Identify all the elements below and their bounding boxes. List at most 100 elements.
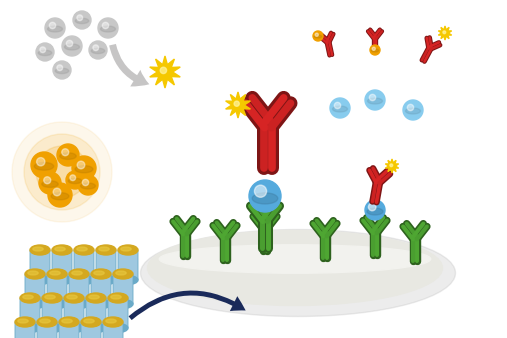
Circle shape [77,15,83,21]
Circle shape [249,180,281,212]
Ellipse shape [108,293,128,303]
FancyBboxPatch shape [25,274,45,304]
Ellipse shape [28,271,38,275]
Ellipse shape [69,299,89,309]
Ellipse shape [111,295,121,299]
Ellipse shape [42,293,62,303]
Ellipse shape [47,269,67,279]
Circle shape [78,175,98,195]
Ellipse shape [74,275,94,285]
FancyBboxPatch shape [42,298,62,328]
Ellipse shape [64,293,84,303]
Ellipse shape [96,275,116,285]
Circle shape [72,156,96,180]
FancyBboxPatch shape [47,274,67,304]
Ellipse shape [94,271,104,275]
Ellipse shape [33,247,43,251]
Circle shape [70,175,76,180]
Ellipse shape [108,323,128,333]
Circle shape [57,65,63,71]
Ellipse shape [371,49,379,52]
Circle shape [40,47,46,53]
Ellipse shape [38,50,52,55]
Ellipse shape [252,193,278,204]
Ellipse shape [91,269,111,279]
Ellipse shape [75,166,93,173]
Ellipse shape [67,295,77,299]
Circle shape [233,99,243,111]
Ellipse shape [333,106,347,112]
Ellipse shape [91,48,105,54]
Ellipse shape [74,245,94,255]
Ellipse shape [62,319,72,323]
Ellipse shape [55,247,65,251]
Ellipse shape [34,162,54,170]
Ellipse shape [118,275,138,285]
FancyBboxPatch shape [81,322,101,338]
Circle shape [369,94,376,101]
Ellipse shape [84,319,94,323]
Ellipse shape [113,269,133,279]
Ellipse shape [86,323,106,333]
Ellipse shape [51,193,69,200]
Circle shape [24,134,100,210]
FancyBboxPatch shape [108,298,128,328]
Ellipse shape [103,317,123,327]
FancyBboxPatch shape [118,250,138,280]
Circle shape [36,43,54,61]
FancyBboxPatch shape [86,298,106,328]
FancyBboxPatch shape [113,274,133,304]
Circle shape [313,31,323,41]
FancyArrowPatch shape [129,291,246,320]
Circle shape [102,22,108,29]
FancyBboxPatch shape [74,250,94,280]
Circle shape [12,122,112,222]
Circle shape [73,11,91,29]
Circle shape [49,22,56,29]
Circle shape [93,45,99,51]
Ellipse shape [69,269,89,279]
Circle shape [57,144,79,166]
Ellipse shape [140,230,455,316]
Polygon shape [150,56,180,88]
Circle shape [62,36,82,56]
FancyBboxPatch shape [15,322,35,338]
FancyArrowPatch shape [109,44,150,87]
Circle shape [389,163,395,169]
Ellipse shape [314,35,322,38]
Ellipse shape [25,299,45,309]
Ellipse shape [60,153,76,160]
FancyBboxPatch shape [37,322,57,338]
Circle shape [66,40,73,47]
Circle shape [403,100,423,120]
Ellipse shape [45,295,55,299]
Circle shape [45,18,65,38]
Ellipse shape [52,275,72,285]
Circle shape [48,183,72,207]
Circle shape [98,18,118,38]
Ellipse shape [116,271,126,275]
Circle shape [77,161,85,169]
Ellipse shape [15,317,35,327]
Ellipse shape [91,299,111,309]
Circle shape [334,102,341,109]
Circle shape [44,177,51,184]
Ellipse shape [18,319,28,323]
Ellipse shape [42,323,62,333]
Circle shape [31,152,57,178]
Ellipse shape [64,323,84,333]
Ellipse shape [23,295,33,299]
FancyBboxPatch shape [20,298,40,328]
Circle shape [160,67,167,74]
Ellipse shape [20,323,40,333]
FancyBboxPatch shape [30,250,50,280]
Ellipse shape [159,245,431,273]
Ellipse shape [30,275,50,285]
Ellipse shape [47,299,67,309]
Ellipse shape [99,247,109,251]
Ellipse shape [42,181,58,187]
Circle shape [37,158,45,166]
Ellipse shape [148,231,443,306]
Ellipse shape [68,178,82,184]
Ellipse shape [89,295,99,299]
